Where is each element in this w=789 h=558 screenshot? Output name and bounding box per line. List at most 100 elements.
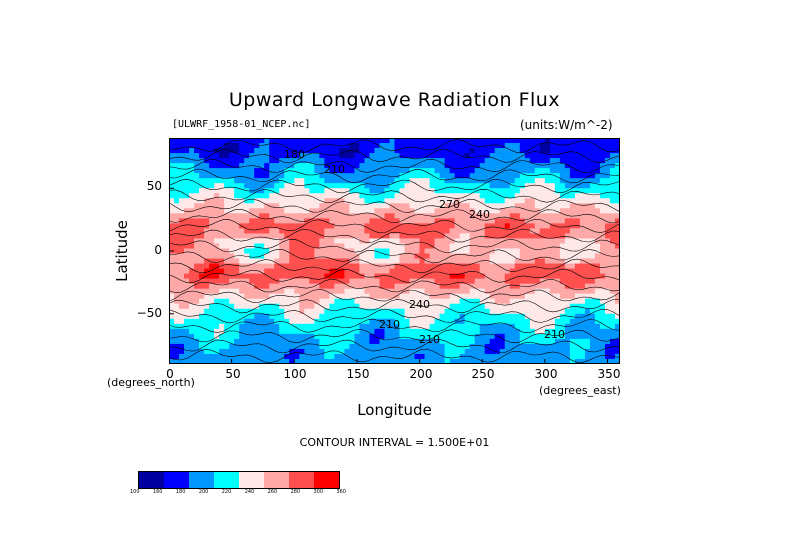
heatmap-cell [279, 158, 285, 164]
heatmap-cell [424, 228, 431, 235]
heatmap-cell [554, 288, 561, 295]
heatmap-cell [339, 173, 345, 179]
heatmap-cell [304, 343, 310, 350]
heatmap-cell [349, 223, 356, 229]
heatmap-cell [594, 338, 601, 345]
heatmap-cell [589, 303, 596, 310]
heatmap-cell [314, 238, 320, 245]
heatmap-cell [569, 263, 576, 270]
heatmap-cell [264, 238, 270, 245]
heatmap-cell [244, 218, 250, 224]
heatmap-cell [579, 163, 586, 169]
heatmap-cell [169, 358, 175, 364]
heatmap-cell [419, 238, 426, 245]
heatmap-cell [234, 273, 240, 280]
heatmap-cell [584, 173, 591, 179]
heatmap-cell [204, 298, 210, 305]
heatmap-cell [249, 143, 255, 149]
heatmap-cell [244, 258, 250, 265]
heatmap-cell [384, 208, 391, 214]
heatmap-cell [589, 288, 596, 295]
heatmap-cell [304, 188, 310, 194]
heatmap-cell [599, 233, 606, 240]
heatmap-cell [184, 258, 190, 265]
heatmap-cell [479, 218, 486, 224]
heatmap-cell [379, 138, 386, 144]
heatmap-cell [289, 353, 295, 360]
heatmap-cell [584, 303, 591, 310]
heatmap-cell [219, 163, 225, 169]
heatmap-cell [329, 298, 335, 305]
heatmap-cell [259, 143, 265, 149]
heatmap-cell [204, 193, 210, 199]
heatmap-cell [374, 328, 381, 335]
heatmap-cell [514, 318, 521, 325]
heatmap-cell [454, 338, 461, 345]
heatmap-cell [444, 138, 451, 144]
heatmap-cell [449, 248, 456, 255]
heatmap-cell [174, 248, 180, 255]
heatmap-cell [524, 178, 531, 184]
heatmap-cell [209, 173, 215, 179]
heatmap-cell [174, 308, 180, 315]
heatmap-cell [244, 293, 250, 300]
heatmap-cell [559, 233, 566, 240]
heatmap-cell [189, 258, 195, 265]
heatmap-cell [509, 288, 516, 295]
heatmap-cell [509, 353, 516, 360]
heatmap-cell [529, 303, 536, 310]
heatmap-cell [284, 323, 290, 330]
heatmap-cell [564, 188, 571, 194]
heatmap-cell [534, 258, 541, 265]
heatmap-cell [499, 343, 506, 350]
heatmap-cell [549, 318, 556, 325]
heatmap-cell [309, 288, 315, 295]
heatmap-cell [259, 233, 265, 240]
heatmap-cell [409, 178, 416, 184]
heatmap-cell [334, 173, 340, 179]
heatmap-cell [254, 183, 260, 189]
heatmap-cell [499, 268, 506, 275]
contour-line [169, 348, 620, 364]
heatmap-cell [184, 228, 190, 235]
heatmap-cell [504, 348, 511, 355]
heatmap-cell [464, 248, 471, 255]
heatmap-cell [504, 213, 511, 219]
heatmap-cell [479, 163, 486, 169]
heatmap-cell [314, 303, 320, 310]
heatmap-cell [564, 213, 571, 219]
heatmap-cell [394, 163, 401, 169]
heatmap-cell [369, 203, 376, 209]
heatmap-cell [569, 338, 576, 345]
heatmap-cell [584, 208, 591, 214]
heatmap-cell [439, 338, 446, 345]
heatmap-cell [229, 278, 235, 285]
heatmap-cell [419, 233, 426, 240]
heatmap-cell [194, 338, 200, 345]
heatmap-cell [299, 273, 305, 280]
heatmap-cell [529, 338, 536, 345]
heatmap-cell [394, 328, 401, 335]
heatmap-cell [444, 158, 451, 164]
heatmap-cell [204, 208, 210, 214]
heatmap-cell [284, 198, 290, 204]
heatmap-cell [389, 153, 396, 159]
heatmap-cell [489, 253, 496, 260]
heatmap-cell [419, 263, 426, 270]
heatmap-cell [254, 288, 260, 295]
heatmap-cell [609, 273, 616, 280]
heatmap-cell [384, 138, 391, 144]
heatmap-cell [264, 273, 270, 280]
heatmap-cell [419, 168, 426, 174]
heatmap-cell [249, 198, 255, 204]
heatmap-cell [494, 168, 501, 174]
heatmap-cell [359, 288, 366, 295]
heatmap-cell [314, 278, 320, 285]
heatmap-cell [424, 163, 431, 169]
heatmap-cell [329, 203, 335, 209]
heatmap-cell [204, 238, 210, 245]
heatmap-cell [444, 178, 451, 184]
heatmap-cell [509, 293, 516, 300]
heatmap-cell [444, 233, 451, 240]
heatmap-cell [454, 213, 461, 219]
